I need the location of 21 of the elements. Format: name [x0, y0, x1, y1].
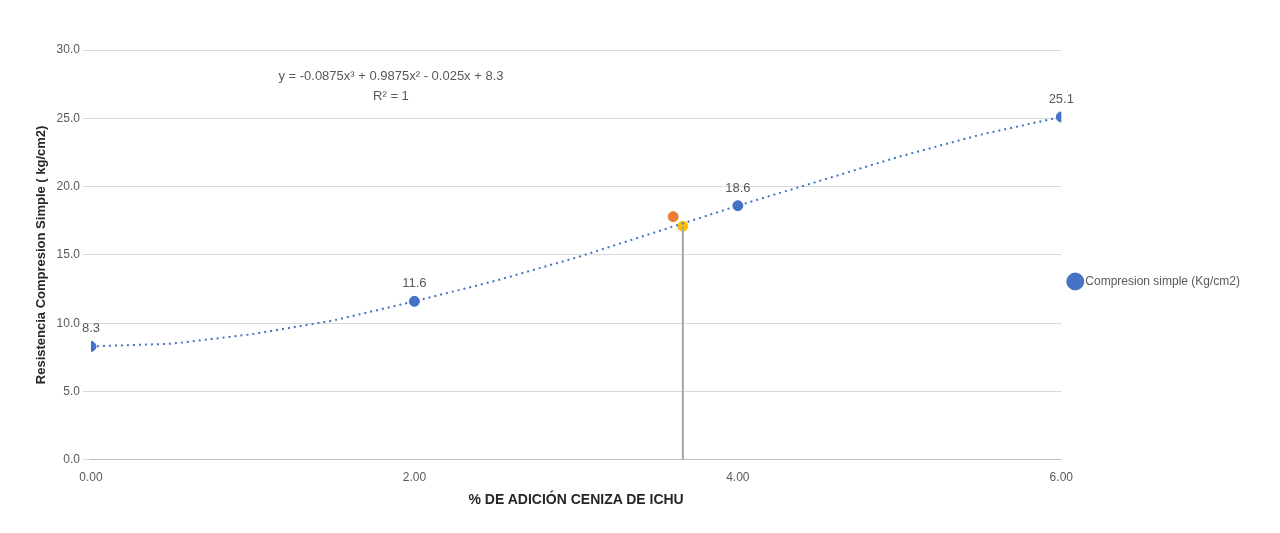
x-tick-label: 4.00	[726, 470, 750, 485]
data-label: 8.3	[81, 320, 100, 336]
point	[667, 211, 679, 223]
x-tick-label: 6.00	[1049, 470, 1074, 485]
data-label: 18.6	[725, 179, 751, 195]
y-tick-label: 15.0	[56, 247, 81, 262]
y-axis-title: Resistencia Compresion Simple ( kg/cm2)	[33, 125, 49, 385]
y-tick-label: 0.0	[63, 452, 81, 467]
legend-label: Compresion simple (Kg/cm2)	[1085, 273, 1241, 288]
y-tick-label: 20.0	[56, 178, 81, 193]
annotation: R² = 1	[373, 88, 409, 103]
y-tick-label: 30.0	[56, 42, 81, 57]
x-axis-title: % DE ADICIÓN CENIZA DE ICHU	[468, 490, 684, 508]
y-tick-label: 25.0	[56, 110, 81, 125]
y-tick-label: 5.0	[63, 383, 81, 398]
x-tick-label: 0.00	[79, 470, 103, 485]
y-tick-label: 10.0	[56, 315, 81, 330]
x-tick-label: 2.00	[402, 470, 427, 485]
annotation: y = -0.0875x³ + 0.9875x² - 0.025x + 8.3	[278, 68, 504, 83]
data-label: 11.6	[402, 275, 427, 291]
data-label: 25.1	[1048, 90, 1074, 106]
